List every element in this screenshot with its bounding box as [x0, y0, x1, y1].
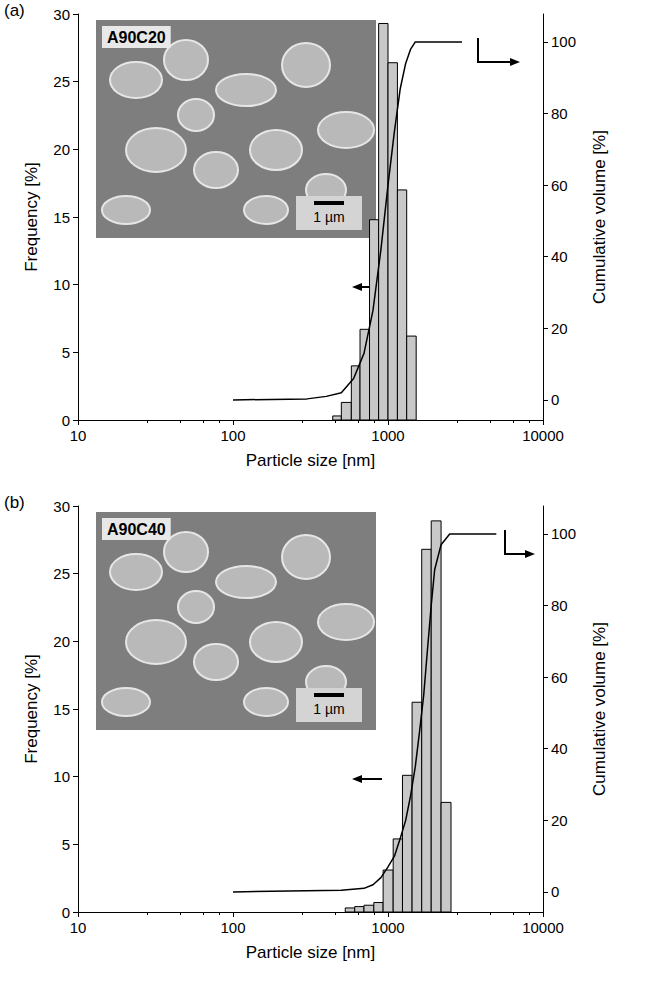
svg-text:5: 5 [62, 344, 70, 361]
svg-text:10: 10 [53, 768, 70, 785]
svg-text:0: 0 [62, 412, 70, 429]
svg-text:10000: 10000 [522, 427, 564, 444]
svg-text:20: 20 [53, 141, 70, 158]
svg-text:(a): (a) [4, 1, 25, 20]
svg-text:15: 15 [53, 209, 70, 226]
svg-text:A90C40: A90C40 [107, 521, 166, 538]
svg-text:10: 10 [70, 427, 87, 444]
svg-text:40: 40 [551, 740, 568, 757]
svg-text:Particle size [nm]: Particle size [nm] [246, 943, 375, 962]
svg-text:80: 80 [551, 105, 568, 122]
svg-text:30: 30 [53, 498, 70, 515]
svg-text:10000: 10000 [522, 919, 564, 936]
svg-text:5: 5 [62, 836, 70, 853]
svg-text:0: 0 [551, 391, 559, 408]
svg-text:100: 100 [551, 525, 576, 542]
svg-text:30: 30 [53, 6, 70, 23]
svg-text:100: 100 [551, 33, 576, 50]
svg-text:10: 10 [70, 919, 87, 936]
svg-text:1000: 1000 [371, 427, 404, 444]
svg-text:100: 100 [220, 427, 245, 444]
svg-text:60: 60 [551, 669, 568, 686]
svg-text:60: 60 [551, 177, 568, 194]
svg-text:(b): (b) [4, 493, 25, 512]
svg-text:20: 20 [551, 320, 568, 337]
svg-text:0: 0 [551, 883, 559, 900]
svg-text:100: 100 [220, 919, 245, 936]
svg-text:25: 25 [53, 73, 70, 90]
svg-text:Cumulative volume [%]: Cumulative volume [%] [590, 130, 609, 304]
svg-text:A90C20: A90C20 [107, 29, 166, 46]
svg-text:1000: 1000 [371, 919, 404, 936]
svg-text:1 µm: 1 µm [313, 209, 344, 225]
svg-text:40: 40 [551, 248, 568, 265]
svg-text:25: 25 [53, 565, 70, 582]
svg-text:1 µm: 1 µm [313, 701, 344, 717]
svg-text:20: 20 [551, 812, 568, 829]
svg-text:Particle size [nm]: Particle size [nm] [246, 451, 375, 470]
svg-text:Cumulative volume [%]: Cumulative volume [%] [590, 622, 609, 796]
svg-text:20: 20 [53, 633, 70, 650]
svg-text:0: 0 [62, 904, 70, 921]
svg-text:Frequency [%]: Frequency [%] [22, 654, 41, 764]
svg-text:10: 10 [53, 276, 70, 293]
svg-text:80: 80 [551, 597, 568, 614]
svg-text:15: 15 [53, 701, 70, 718]
svg-text:Frequency [%]: Frequency [%] [22, 162, 41, 272]
